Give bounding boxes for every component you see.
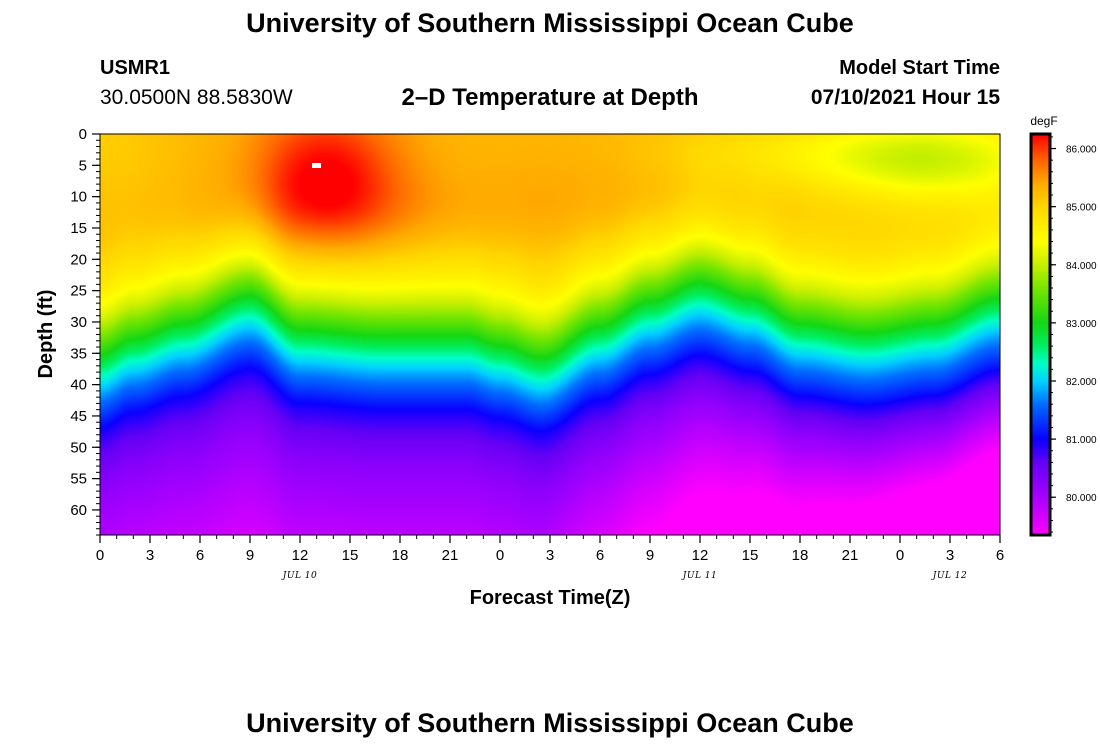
- y-tick-label: 60: [70, 502, 87, 519]
- x-tick-label: 6: [196, 547, 204, 564]
- x-tick-label: 12: [692, 547, 709, 564]
- x-tick-label: 0: [496, 547, 504, 564]
- colorbar-frame: [1029, 132, 1052, 537]
- y-tick-label: 40: [70, 377, 87, 394]
- y-tick-label: 35: [70, 345, 87, 362]
- x-tick-label: 3: [546, 547, 554, 564]
- x-tick-label: 0: [96, 547, 104, 564]
- colorbar-tick-label: 83.000: [1066, 319, 1097, 330]
- colorbar-gradient: [1031, 134, 1050, 535]
- station-coordinates: 30.0500N 88.5830W: [100, 86, 293, 109]
- y-tick-label: 50: [70, 439, 87, 456]
- plot-frame: [99, 133, 1001, 536]
- x-axis: 0 3 6 9 12 15 18 21 0 3 6 9 12 15 18 21 0 3 6 JUL 10 JUL 11 J…: [96, 535, 1004, 581]
- station-id: USMR1: [100, 57, 171, 79]
- model-start-label: Model Start Time: [839, 57, 1000, 79]
- colorbar-tick-label: 86.000: [1066, 145, 1097, 156]
- x-tick-label: 18: [792, 547, 809, 564]
- y-tick-label: 25: [70, 283, 87, 300]
- x-tick-label: 15: [742, 547, 759, 564]
- y-axis-label: Depth (ft): [35, 290, 57, 379]
- white-marker: [312, 163, 321, 168]
- x-tick-label: 9: [246, 547, 254, 564]
- y-tick-label: 0: [79, 126, 87, 143]
- model-start-value: 07/10/2021 Hour 15: [810, 86, 1000, 109]
- y-tick-label: 10: [70, 189, 87, 206]
- x-tick-label: 3: [946, 547, 954, 564]
- colorbar-unit-label: degF: [1030, 114, 1057, 128]
- x-tick-label: 12: [292, 547, 309, 564]
- x-date-label: JUL 12: [931, 571, 967, 581]
- x-tick-label: 21: [842, 547, 859, 564]
- x-tick-label: 6: [996, 547, 1004, 564]
- y-tick-label: 20: [70, 251, 87, 268]
- x-tick-label: 9: [646, 547, 654, 564]
- colorbar-tick-label: 80.000: [1066, 493, 1097, 504]
- x-tick-label: 3: [146, 547, 154, 564]
- chart-title: University of Southern Mississippi Ocean…: [246, 8, 854, 38]
- footer-title: University of Southern Mississippi Ocean…: [246, 708, 854, 738]
- y-tick-label: 5: [79, 157, 87, 174]
- x-date-label: JUL 10: [281, 571, 317, 581]
- x-tick-label: 0: [896, 547, 904, 564]
- colorbar-tick-label: 84.000: [1066, 261, 1097, 272]
- chart-subtitle: 2–D Temperature at Depth: [401, 84, 699, 111]
- x-date-label: JUL 11: [681, 571, 717, 581]
- colorbar: 80.000 81.000 82.000 83.000 84.000 85.000 86.0…: [1029, 132, 1097, 537]
- x-tick-label: 18: [392, 547, 409, 564]
- x-tick-label: 6: [596, 547, 604, 564]
- x-axis-label: Forecast Time(Z): [470, 587, 631, 609]
- y-tick-label: 15: [70, 220, 87, 237]
- y-tick-label: 55: [70, 471, 87, 488]
- y-tick-label: 45: [70, 408, 87, 425]
- colorbar-tick-label: 81.000: [1066, 435, 1097, 446]
- colorbar-tick-label: 82.000: [1066, 377, 1097, 388]
- x-tick-label: 21: [442, 547, 459, 564]
- temperature-heatmap: [100, 134, 1000, 535]
- colorbar-tick-label: 85.000: [1066, 203, 1097, 214]
- y-tick-label: 30: [70, 314, 87, 331]
- x-tick-label: 15: [342, 547, 359, 564]
- y-axis: 0 5 10 15 20 25 30 35 40 45 50 55 60: [70, 126, 100, 536]
